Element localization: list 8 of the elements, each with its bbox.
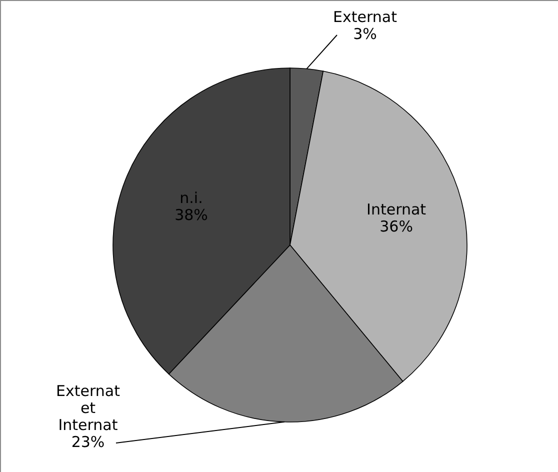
data-label: 3%: [353, 25, 377, 43]
slice-label: n.i.: [180, 188, 203, 207]
slice-label: Externat et Internat: [56, 382, 120, 434]
slice-label: Externat: [333, 8, 398, 26]
data-label: 36%: [380, 218, 413, 236]
data-label: 38%: [174, 206, 208, 224]
slice-label: Internat: [366, 200, 426, 219]
data-label: 23%: [71, 433, 105, 451]
